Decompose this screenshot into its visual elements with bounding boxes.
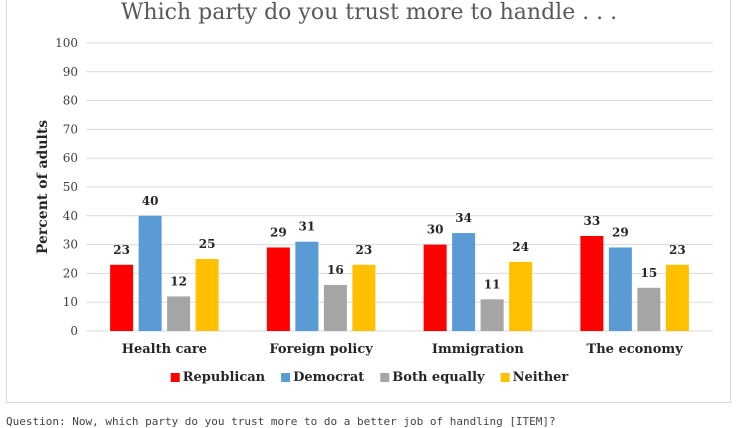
- bar-neither: [509, 261, 533, 331]
- y-axis-ticks: 0 10 20 30 40 50 60 70 80 90 100: [55, 36, 78, 338]
- data-label: 31: [299, 220, 316, 234]
- bar-democrat: [608, 247, 632, 331]
- bar-both-equally: [167, 296, 191, 331]
- bar-neither: [352, 264, 376, 331]
- bars: [110, 215, 689, 331]
- legend-label: Democrat: [293, 370, 364, 385]
- bar-democrat: [295, 241, 319, 331]
- legend-swatch: [500, 373, 510, 382]
- y-tick-label: 50: [63, 180, 78, 194]
- y-tick-label: 0: [70, 324, 78, 338]
- legend-swatch: [170, 373, 180, 382]
- data-label: 24: [512, 240, 529, 254]
- bar-republican: [110, 264, 134, 331]
- bar-neither: [195, 259, 219, 331]
- data-labels: 23 40 12 25 29 31 16 23 30 34 11 24 33 29 15 23: [113, 194, 685, 292]
- legend-item-neither: Neither: [500, 370, 569, 385]
- x-category-label: Foreign policy: [269, 342, 373, 357]
- legend: Republican Democrat Both equally Neither: [170, 370, 569, 385]
- data-label: 23: [669, 243, 686, 257]
- bar-republican: [580, 235, 604, 331]
- y-tick-label: 10: [63, 295, 78, 309]
- x-category-label: The economy: [587, 342, 684, 357]
- x-category-label: Immigration: [432, 342, 525, 357]
- y-tick-label: 100: [55, 36, 78, 50]
- legend-swatch: [380, 373, 390, 382]
- bar-both-equally: [637, 287, 661, 331]
- data-label: 34: [455, 211, 472, 225]
- y-tick-label: 80: [63, 94, 78, 108]
- data-label: 29: [612, 225, 629, 239]
- data-label: 40: [142, 194, 159, 208]
- chart-title: Which party do you trust more to handle …: [121, 0, 617, 25]
- bar-republican: [266, 247, 290, 331]
- bar-republican: [423, 244, 447, 331]
- legend-item-democrat: Democrat: [281, 370, 364, 385]
- legend-label: Neither: [513, 370, 569, 385]
- data-label: 25: [199, 237, 216, 251]
- bar-both-equally: [323, 284, 347, 331]
- x-axis-categories: Health care Foreign policy Immigration The …: [122, 342, 683, 357]
- y-tick-label: 70: [63, 122, 78, 136]
- bar-chart: Which party do you trust more to handle …: [35, 0, 713, 385]
- data-label: 12: [170, 274, 187, 288]
- bar-neither: [665, 264, 689, 331]
- y-tick-label: 60: [63, 151, 78, 165]
- y-tick-label: 20: [63, 266, 78, 280]
- bar-both-equally: [480, 299, 504, 331]
- y-tick-label: 90: [63, 65, 78, 79]
- y-tick-label: 30: [63, 238, 78, 252]
- gridlines: [86, 42, 713, 332]
- data-label: 23: [356, 243, 373, 257]
- data-label: 33: [584, 214, 601, 228]
- legend-item-republican: Republican: [170, 370, 266, 385]
- data-label: 11: [484, 277, 501, 291]
- legend-swatch: [281, 373, 291, 382]
- data-label: 23: [113, 243, 130, 257]
- y-axis-label: Percent of adults: [35, 120, 51, 254]
- x-category-label: Health care: [122, 342, 207, 357]
- data-label: 15: [641, 266, 658, 280]
- legend-label: Both equally: [392, 370, 485, 385]
- data-label: 30: [427, 223, 444, 237]
- legend-label: Republican: [183, 370, 266, 385]
- bar-democrat: [452, 233, 476, 331]
- question-footnote: Question: Now, which party do you trust …: [6, 415, 556, 428]
- data-label: 16: [327, 263, 344, 277]
- chart-container: Which party do you trust more to handle …: [6, 0, 731, 403]
- y-tick-label: 40: [63, 209, 78, 223]
- data-label: 29: [270, 225, 287, 239]
- bar-democrat: [138, 215, 162, 331]
- legend-item-both-equally: Both equally: [380, 370, 485, 385]
